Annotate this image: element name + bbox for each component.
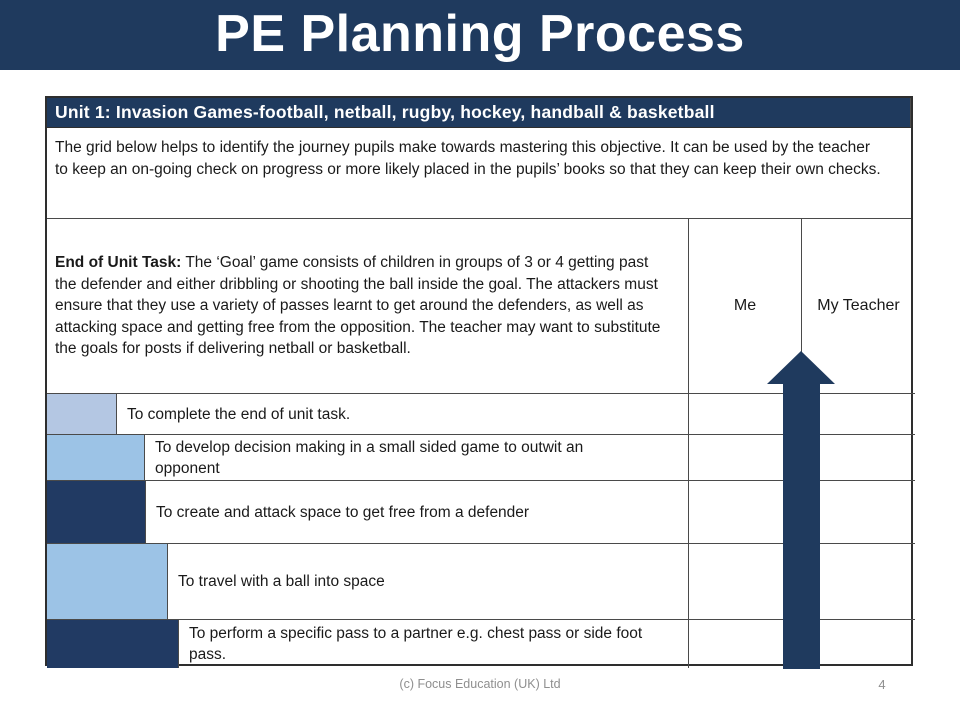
me-column-header: Me — [689, 219, 802, 394]
step-1-me-cell — [689, 394, 802, 435]
step-2-me-cell — [689, 435, 802, 481]
my-teacher-column-header: My Teacher — [802, 219, 915, 394]
step-3-teacher-cell — [802, 481, 915, 544]
step-1-color-cell — [47, 394, 117, 435]
step-4-label: To travel with a ball into space — [178, 573, 385, 590]
page-number: 4 — [878, 677, 886, 692]
end-of-unit-task-paragraph: End of Unit Task: The ‘Goal’ game consis… — [55, 252, 662, 360]
footer-copyright: (c) Focus Education (UK) Ltd — [399, 677, 561, 691]
step-3-me-cell — [689, 481, 802, 544]
step-3-label-cell: To create and attack space to get free f… — [146, 481, 689, 544]
intro-row: The grid below helps to identify the jou… — [47, 128, 911, 219]
step-2-label-cell: To develop decision making in a small si… — [145, 435, 689, 481]
step-2-color-cell — [47, 435, 145, 481]
step-1-label: To complete the end of unit task. — [127, 405, 351, 423]
unit-header-label: Unit 1: Invasion Games-football, netball… — [55, 102, 715, 122]
step-5-label-cell: To perform a specific pass to a partner … — [179, 620, 689, 668]
end-of-unit-task-description: The ‘Goal’ game consists of children in … — [55, 254, 661, 358]
step-2-teacher-cell — [802, 435, 915, 481]
step-3-label: To create and attack space to get free f… — [156, 503, 530, 521]
step-3-color-cell — [47, 481, 146, 544]
step-5-teacher-cell — [802, 620, 915, 668]
step-4-label-cell: To travel with a ball into space — [168, 544, 689, 620]
step-4-teacher-cell — [802, 544, 915, 620]
step-4-color-cell — [47, 544, 168, 620]
step-5-color-cell — [47, 620, 179, 668]
page-title: PE Planning Process — [215, 5, 745, 63]
planning-table: Unit 1: Invasion Games-football, netball… — [45, 96, 915, 668]
end-of-unit-task-label: End of Unit Task: — [55, 254, 182, 272]
step-1-teacher-cell — [802, 394, 915, 435]
step-5-me-cell — [689, 620, 802, 668]
step-2-label: To develop decision making in a small si… — [155, 438, 584, 477]
step-5-label: To perform a specific pass to a partner … — [189, 625, 643, 663]
title-band: PE Planning Process — [0, 0, 960, 70]
step-4-me-cell — [689, 544, 802, 620]
unit-header-row: Unit 1: Invasion Games-football, netball… — [47, 98, 911, 128]
end-of-unit-task-cell: End of Unit Task: The ‘Goal’ game consis… — [47, 219, 689, 394]
intro-text: The grid below helps to identify the jou… — [55, 139, 881, 178]
step-1-label-cell: To complete the end of unit task. — [117, 394, 689, 435]
